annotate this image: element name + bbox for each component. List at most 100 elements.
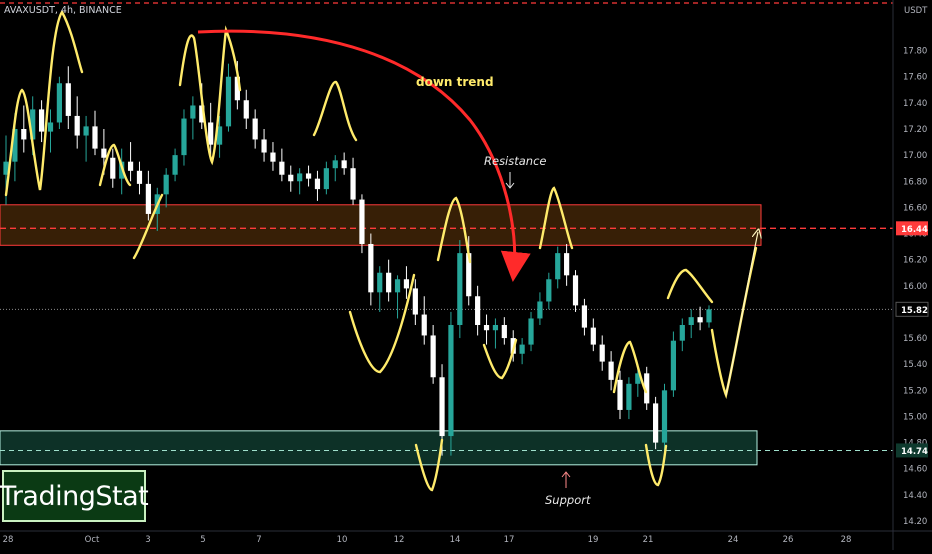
swing-annotation	[414, 438, 444, 492]
candle-body	[243, 100, 249, 119]
candle-body	[599, 344, 605, 362]
candle-body	[110, 157, 116, 179]
resistance-zone	[0, 204, 762, 246]
candle-body	[537, 301, 543, 319]
candle-body	[314, 178, 321, 190]
price-tag-label: 14.74	[901, 447, 928, 457]
y-tick-label: 16.00	[903, 282, 927, 292]
candle-body	[679, 325, 685, 341]
y-tick-label: 15.00	[903, 412, 927, 422]
candle-body	[145, 183, 151, 214]
x-tick-label: 7	[256, 535, 261, 545]
swing-annotation	[98, 143, 132, 187]
candle-body	[501, 325, 507, 339]
candle-body	[297, 173, 303, 182]
candle-body	[581, 305, 588, 328]
candle-body	[661, 390, 668, 443]
candle-body	[163, 174, 169, 195]
swing-annotation	[4, 9, 84, 197]
candle-body	[492, 325, 499, 331]
candle-body	[38, 109, 45, 132]
y-tick-label: 15.20	[903, 386, 927, 396]
candle-body	[47, 122, 54, 132]
y-tick-label: 17.20	[903, 125, 927, 135]
candle-body	[261, 139, 267, 153]
candle-body	[368, 243, 374, 293]
candle-body	[644, 373, 650, 404]
swing-annotation	[612, 340, 648, 394]
downtrend-arrow	[197, 29, 531, 282]
candle-body	[56, 83, 62, 123]
x-tick-label: 21	[643, 535, 654, 545]
resistance-label: Resistance	[484, 154, 547, 168]
candle-body	[670, 340, 677, 391]
x-tick-label: 28	[841, 535, 852, 545]
candle-body	[323, 168, 329, 190]
candle-body	[448, 325, 454, 437]
candle-body	[519, 344, 525, 354]
x-tick-label: 3	[145, 535, 150, 545]
support-label: Support	[545, 493, 591, 507]
candle-body	[403, 279, 410, 289]
y-tick-label: 14.40	[903, 491, 927, 501]
candle-body	[546, 279, 552, 302]
x-tick-label: 5	[200, 535, 205, 545]
x-tick-label: 14	[450, 535, 461, 545]
swing-annotation	[312, 80, 358, 142]
candle-body	[466, 253, 472, 297]
candle-body	[288, 174, 294, 182]
candle-body	[83, 126, 89, 136]
candle-body	[555, 253, 561, 280]
y-tick-label: 15.40	[903, 360, 927, 370]
swing-annotation	[348, 273, 416, 374]
y-tick-label: 17.00	[903, 151, 927, 161]
candle-body	[421, 314, 427, 336]
candle-body	[359, 199, 365, 244]
candle-body	[65, 83, 71, 116]
candle-body	[74, 115, 80, 136]
candle-body	[119, 161, 125, 179]
candle-body	[305, 173, 312, 179]
candle-body	[127, 161, 134, 171]
support-zone	[0, 430, 758, 466]
downtrend-label: down trend	[416, 75, 494, 89]
candle-body	[181, 118, 187, 156]
resistance-pointer	[505, 172, 515, 189]
candle-body	[199, 105, 205, 123]
candle-body	[21, 129, 27, 140]
candle-body	[341, 160, 347, 169]
candle-body	[101, 148, 107, 158]
candle-body	[528, 318, 534, 345]
candle-body	[457, 253, 463, 325]
candle-body	[172, 155, 178, 175]
x-tick-label: 10	[337, 535, 348, 545]
swing-annotation	[538, 186, 574, 250]
price-tag-label: 15.82	[901, 306, 928, 316]
candle-body	[590, 327, 596, 345]
candle-body	[564, 253, 570, 276]
currency-label: USDT	[904, 6, 928, 16]
candle-body	[412, 288, 418, 315]
x-tick-label: Oct	[85, 535, 100, 545]
candle-body	[234, 76, 240, 101]
swing-annotation	[666, 268, 714, 304]
swing-annotation	[178, 25, 242, 166]
price-tag	[896, 221, 928, 236]
swing-annotation	[710, 246, 758, 400]
candle-body	[279, 161, 285, 175]
candle-body	[386, 272, 392, 293]
candle-body	[626, 383, 632, 410]
candle-body	[377, 272, 383, 293]
candle-body	[394, 279, 401, 293]
candle-body	[608, 361, 614, 380]
price-tag	[895, 301, 929, 317]
candle-body	[216, 126, 223, 145]
y-tick-label: 16.80	[903, 177, 927, 187]
swing-annotation	[644, 443, 668, 487]
symbol-label: AVAXUSDT, 4h, BINANCE	[4, 5, 122, 16]
y-tick-label: 17.80	[903, 47, 927, 57]
projection-arrow	[725, 232, 758, 396]
x-tick-label: 17	[504, 535, 515, 545]
